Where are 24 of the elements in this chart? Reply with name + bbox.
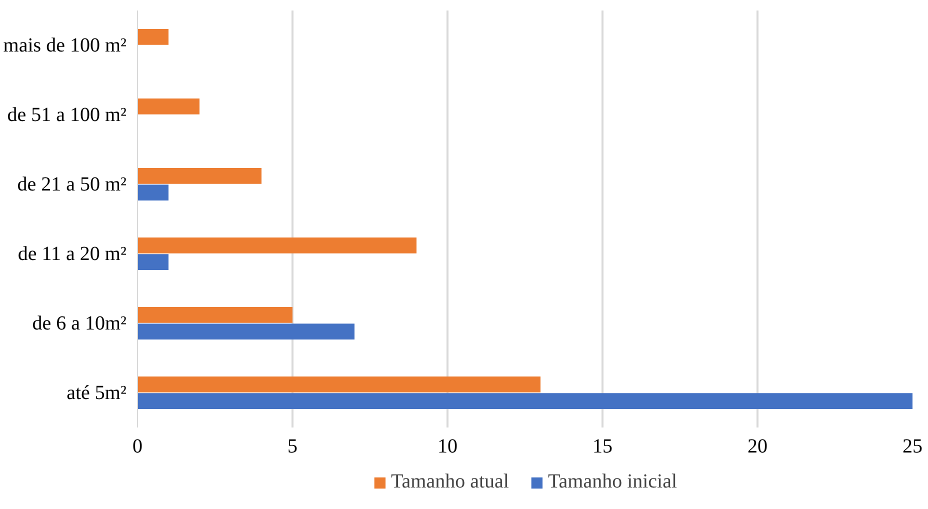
- legend-label: Tamanho atual: [390, 470, 509, 494]
- y-tick-label: mais de 100 m²: [3, 34, 127, 56]
- y-tick-label: de 21 a 50 m²: [17, 173, 127, 196]
- bar: [138, 237, 416, 254]
- y-tick-label: até 5m²: [66, 382, 127, 404]
- bar: [138, 98, 200, 114]
- bar: [138, 184, 168, 201]
- bar: [138, 168, 262, 184]
- y-tick-label: de 51 a 100 m²: [7, 104, 127, 126]
- bar: [138, 306, 292, 323]
- bar: [138, 376, 540, 392]
- bar: [138, 393, 912, 410]
- x-tick-label: 5: [288, 436, 298, 458]
- x-tick-label: 0: [132, 436, 142, 458]
- x-tick-label: 10: [438, 436, 458, 458]
- x-tick-label: 20: [748, 436, 768, 458]
- bar: [138, 254, 168, 270]
- y-tick-label: de 6 a 10m²: [32, 312, 127, 334]
- bar: [138, 324, 354, 340]
- legend-label: Tamanho inicial: [548, 470, 678, 494]
- y-tick-label: de 11 a 20 m²: [18, 242, 127, 265]
- bar: [138, 28, 168, 45]
- x-tick-label: 15: [592, 436, 612, 458]
- x-tick-label: 25: [902, 436, 922, 458]
